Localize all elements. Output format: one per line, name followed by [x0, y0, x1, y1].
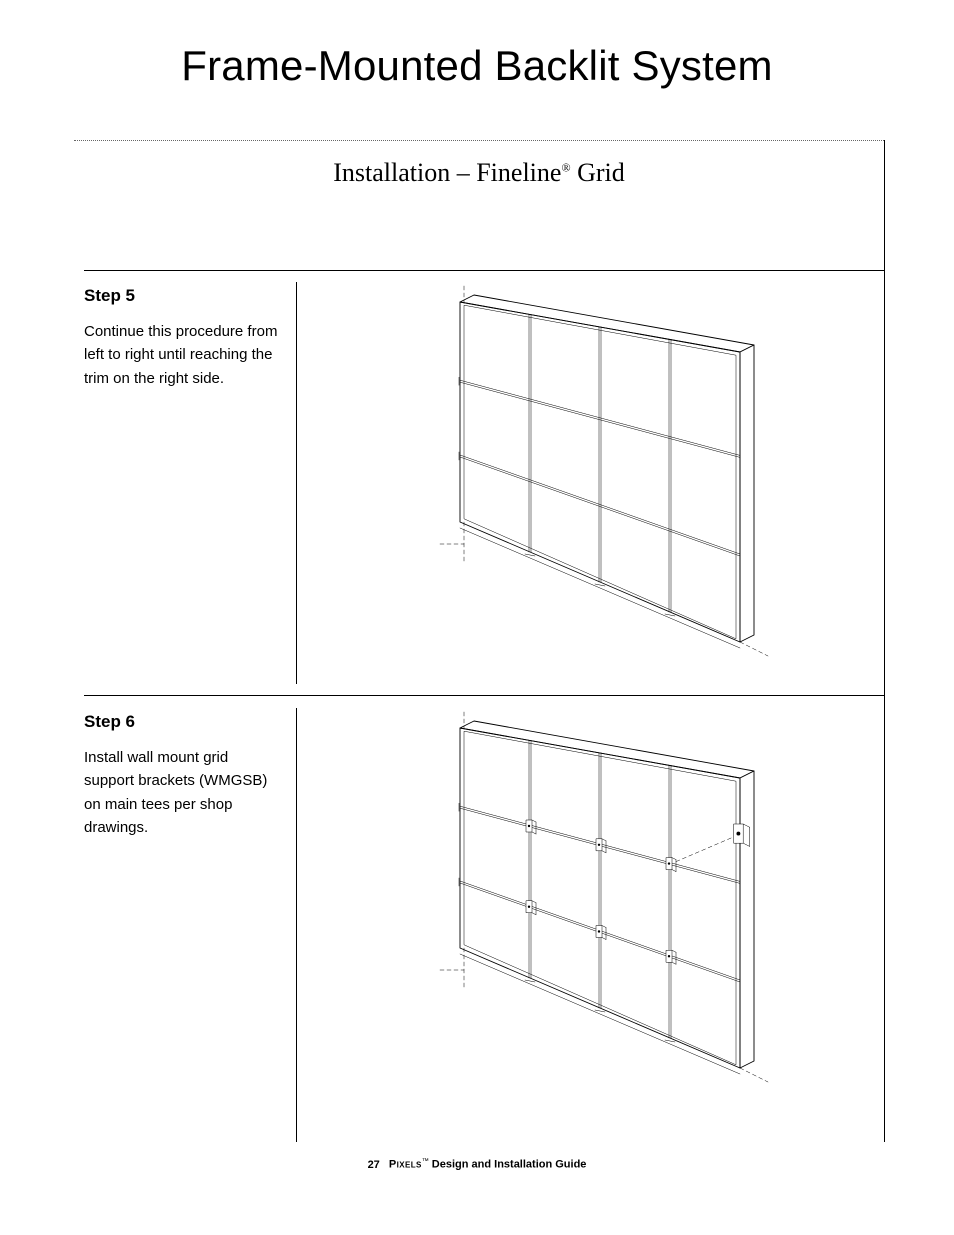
step5-figure	[420, 282, 880, 682]
page-footer: 27 Pixels™ Design and Installation Guide	[0, 1158, 954, 1171]
rule-mid	[84, 695, 884, 696]
step6-figure	[420, 708, 880, 1138]
step6-body: Install wall mount grid support brackets…	[84, 746, 280, 839]
footer-trademark: ™	[422, 1158, 429, 1165]
page: Frame-Mounted Backlit System Installatio…	[0, 0, 954, 1235]
column-rule-step5	[296, 282, 297, 684]
step6-heading: Step 6	[84, 712, 135, 732]
footer-page-number: 27	[368, 1159, 380, 1171]
right-rule	[884, 140, 885, 1142]
rule-upper	[84, 270, 884, 271]
subtitle-prefix: Installation – Fineline	[333, 158, 561, 187]
column-rule-step6	[296, 708, 297, 1142]
dotted-rule-top	[74, 140, 884, 141]
footer-brand: Pixels	[389, 1159, 422, 1171]
step5-heading: Step 5	[84, 286, 135, 306]
step5-body: Continue this procedure from left to rig…	[84, 320, 280, 390]
section-subtitle: Installation – Fineline® Grid	[74, 158, 884, 188]
page-title: Frame-Mounted Backlit System	[0, 42, 954, 90]
subtitle-suffix: Grid	[571, 158, 625, 187]
footer-rest: Design and Installation Guide	[429, 1159, 587, 1171]
registered-mark: ®	[561, 160, 570, 174]
